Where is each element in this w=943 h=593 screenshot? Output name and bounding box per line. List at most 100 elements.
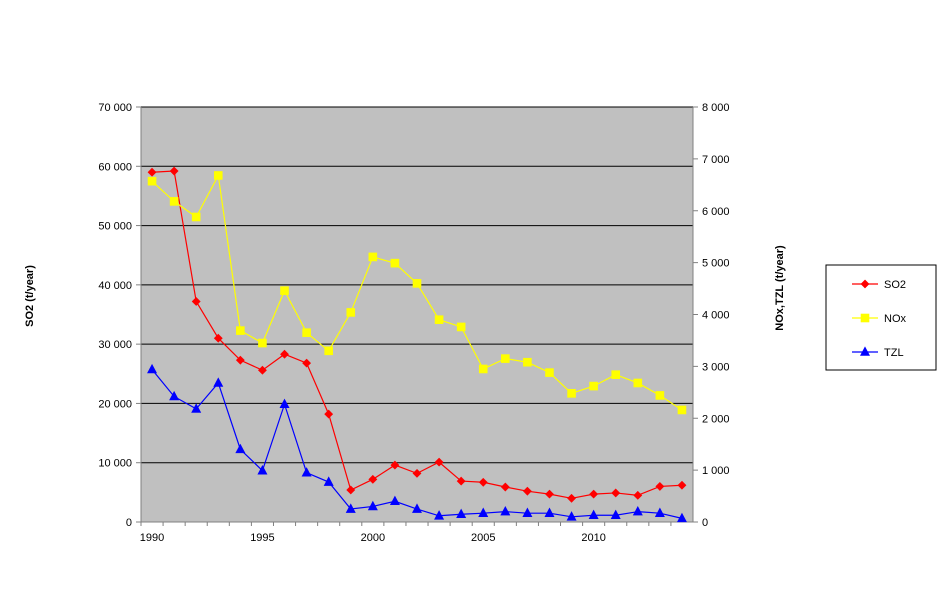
data-point-nox: [280, 286, 289, 295]
data-point-so2: [478, 477, 488, 487]
data-point-tzl: [676, 512, 687, 523]
data-point-tzl: [412, 503, 422, 513]
data-point-so2: [302, 358, 312, 368]
data-point-so2: [324, 409, 334, 419]
data-point-nox: [633, 378, 643, 388]
data-point-tzl: [478, 507, 489, 517]
series-nox: [147, 171, 687, 415]
data-point-nox: [169, 197, 179, 206]
data-point-nox: [655, 391, 665, 400]
data-point-nox: [368, 252, 378, 262]
left-tick-label: 10 000: [98, 458, 132, 470]
data-point-nox: [456, 322, 466, 332]
right-tick-label: 0: [702, 517, 708, 529]
data-point-tzl: [654, 507, 665, 517]
data-point-nox: [147, 176, 157, 186]
x-tick-label: 2010: [581, 532, 605, 544]
left-tick-label: 20 000: [98, 398, 132, 410]
data-point-so2: [677, 480, 687, 490]
data-point-nox: [191, 212, 201, 222]
data-point-so2: [235, 355, 245, 365]
legend-item-tzl: TZL: [852, 346, 904, 359]
data-point-tzl: [456, 508, 467, 519]
legend-marker: [860, 313, 870, 323]
data-point-so2: [655, 482, 665, 491]
data-point-nox: [213, 171, 223, 180]
data-point-nox: [677, 405, 687, 415]
series-layer: [147, 166, 687, 523]
right-tick-label: 4 000: [702, 310, 730, 322]
legend-label: NOx: [884, 313, 907, 325]
data-point-so2: [611, 488, 621, 498]
data-point-tzl: [632, 505, 643, 516]
series-tzl: [147, 363, 687, 523]
legend-label: TZL: [884, 347, 904, 359]
data-point-so2: [280, 349, 289, 359]
right-tick-label: 6 000: [702, 206, 730, 218]
x-axis-ticks: 1990 1995 2000 2005 2010: [140, 522, 672, 544]
right-axis-ticks: 0 1 000 2 000 3 000 4 000 5 000 6 000 7 000 8 00…: [693, 102, 730, 529]
data-point-so2: [567, 493, 576, 503]
left-tick-label: 30 000: [98, 339, 132, 351]
data-point-tzl: [588, 509, 599, 520]
x-tick-label: 1995: [250, 532, 274, 544]
data-point-tzl: [147, 363, 158, 374]
data-point-tzl: [323, 476, 334, 486]
left-axis-title: SO2 (t/year): [24, 265, 36, 327]
data-point-nox: [324, 346, 333, 356]
data-point-so2: [434, 457, 444, 467]
data-point-so2: [589, 489, 599, 499]
data-point-tzl: [367, 500, 378, 511]
right-tick-label: 1 000: [702, 465, 730, 477]
x-tick-label: 1990: [140, 532, 164, 544]
data-point-tzl: [279, 398, 290, 409]
plot-area: [140, 106, 694, 523]
left-tick-label: 50 000: [98, 221, 132, 233]
data-point-nox: [567, 389, 576, 398]
data-point-tzl: [169, 390, 180, 401]
right-tick-label: 2 000: [702, 413, 730, 425]
data-point-tzl: [544, 507, 555, 517]
data-point-so2: [522, 486, 532, 496]
data-point-so2: [633, 490, 643, 500]
data-point-so2: [390, 460, 400, 470]
data-point-nox: [478, 364, 488, 374]
legend-item-so2: SO2: [852, 279, 906, 291]
data-point-so2: [169, 166, 179, 176]
data-point-tzl: [257, 465, 268, 475]
data-point-so2: [412, 468, 422, 478]
data-point-tzl: [301, 467, 312, 477]
data-point-so2: [191, 297, 201, 306]
data-point-tzl: [213, 377, 224, 387]
gridlines: [141, 106, 693, 464]
data-point-nox: [346, 308, 356, 317]
left-tick-label: 40 000: [98, 280, 132, 292]
legend-marker: [860, 346, 870, 356]
data-point-tzl: [389, 495, 400, 506]
legend-box: [825, 264, 937, 371]
data-point-so2: [147, 167, 157, 177]
data-point-nox: [302, 328, 311, 337]
data-point-nox: [236, 326, 245, 335]
data-point-so2: [545, 489, 554, 499]
data-point-so2: [346, 485, 356, 495]
series-so2: [147, 166, 687, 503]
data-point-nox: [390, 258, 400, 268]
data-point-nox: [412, 279, 422, 288]
data-point-so2: [500, 482, 510, 492]
data-point-so2: [368, 474, 378, 484]
left-tick-label: 0: [126, 517, 132, 529]
data-point-so2: [258, 365, 267, 375]
data-point-tzl: [345, 503, 356, 513]
data-point-nox: [258, 338, 267, 348]
right-tick-label: 3 000: [702, 361, 730, 373]
data-point-tzl: [500, 505, 511, 516]
data-point-nox: [589, 381, 598, 391]
data-point-tzl: [610, 509, 621, 520]
x-tick-label: 2005: [471, 532, 495, 544]
data-point-so2: [456, 476, 466, 486]
right-tick-label: 8 000: [702, 102, 730, 114]
left-tick-label: 70 000: [98, 102, 132, 114]
data-point-tzl: [235, 443, 246, 454]
